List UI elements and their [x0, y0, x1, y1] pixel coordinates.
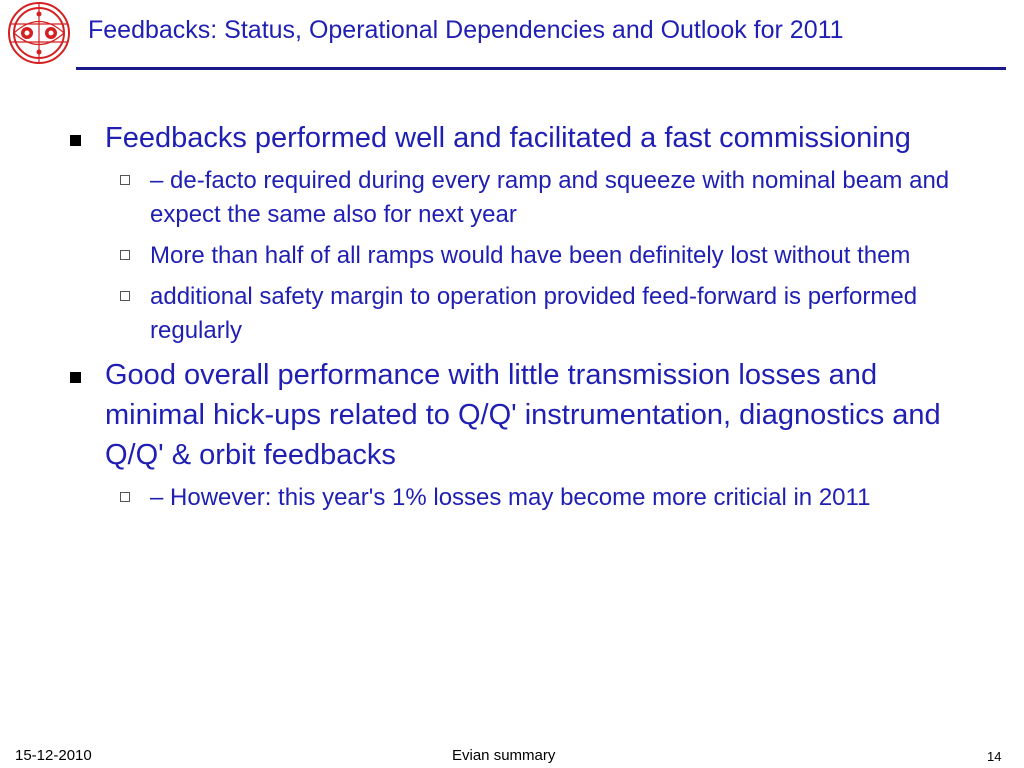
- page-number: 14: [987, 749, 1002, 764]
- bullet-item: Good overall performance with little tra…: [0, 355, 975, 475]
- slide-title: Feedbacks: Status, Operational Dependenc…: [88, 16, 844, 44]
- hollow-square-bullet-icon: [120, 492, 130, 502]
- bullet-item: Feedbacks performed well and facilitated…: [0, 118, 975, 158]
- sub-bullet-text: – However: this year's 1% losses may bec…: [150, 484, 871, 511]
- hollow-square-bullet-icon: [120, 250, 130, 260]
- bullet-text: Feedbacks performed well and facilitated…: [105, 122, 911, 154]
- square-bullet-icon: [70, 372, 81, 383]
- sub-bullet-text: More than half of all ramps would have b…: [150, 242, 911, 269]
- accelerator-logo-icon: [8, 2, 70, 64]
- sub-bullet-item: additional safety margin to operation pr…: [0, 280, 980, 348]
- sub-bullet-item: More than half of all ramps would have b…: [0, 239, 980, 273]
- sub-bullet-text: additional safety margin to operation pr…: [150, 283, 918, 344]
- sub-bullet-text: – de-facto required during every ramp an…: [150, 167, 950, 228]
- footer-date: 15-12-2010: [15, 747, 92, 764]
- square-bullet-icon: [70, 135, 81, 146]
- footer-title: Evian summary: [452, 747, 556, 764]
- slide-content: Feedbacks performed well and facilitated…: [0, 118, 1024, 522]
- hollow-square-bullet-icon: [120, 175, 130, 185]
- sub-bullet-item: – However: this year's 1% losses may bec…: [0, 481, 980, 515]
- bullet-text: Good overall performance with little tra…: [105, 359, 941, 471]
- title-underline: [76, 67, 1006, 70]
- hollow-square-bullet-icon: [120, 291, 130, 301]
- sub-bullet-item: – de-facto required during every ramp an…: [0, 164, 980, 232]
